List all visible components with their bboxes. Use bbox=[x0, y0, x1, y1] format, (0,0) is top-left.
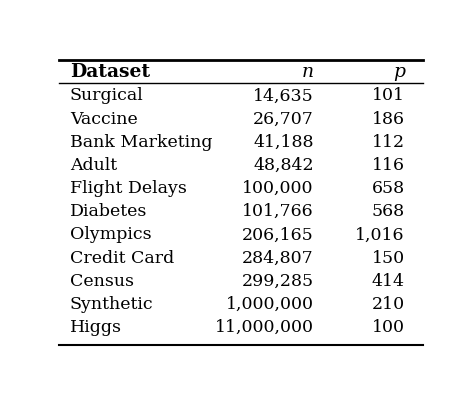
Text: 100: 100 bbox=[372, 319, 405, 336]
Text: 11,000,000: 11,000,000 bbox=[215, 319, 314, 336]
Text: 26,707: 26,707 bbox=[253, 111, 314, 128]
Text: 150: 150 bbox=[372, 250, 405, 267]
Text: Synthetic: Synthetic bbox=[70, 296, 153, 313]
Text: 658: 658 bbox=[372, 180, 405, 197]
Text: Surgical: Surgical bbox=[70, 88, 143, 104]
Text: Olympics: Olympics bbox=[70, 226, 151, 244]
Text: Adult: Adult bbox=[70, 157, 117, 174]
Text: 1,000,000: 1,000,000 bbox=[226, 296, 314, 313]
Text: 112: 112 bbox=[372, 134, 405, 151]
Text: 284,807: 284,807 bbox=[242, 250, 314, 267]
Text: 299,285: 299,285 bbox=[242, 273, 314, 290]
Text: Census: Census bbox=[70, 273, 133, 290]
Text: 206,165: 206,165 bbox=[242, 226, 314, 244]
Text: 41,188: 41,188 bbox=[253, 134, 314, 151]
Text: 48,842: 48,842 bbox=[253, 157, 314, 174]
Text: 116: 116 bbox=[372, 157, 405, 174]
Text: 414: 414 bbox=[372, 273, 405, 290]
Text: 101: 101 bbox=[372, 88, 405, 104]
Text: 100,000: 100,000 bbox=[242, 180, 314, 197]
Text: 568: 568 bbox=[372, 203, 405, 220]
Text: Bank Marketing: Bank Marketing bbox=[70, 134, 212, 151]
Text: Vaccine: Vaccine bbox=[70, 111, 137, 128]
Text: n: n bbox=[302, 63, 314, 81]
Text: p: p bbox=[393, 63, 405, 81]
Text: 101,766: 101,766 bbox=[242, 203, 314, 220]
Text: Flight Delays: Flight Delays bbox=[70, 180, 187, 197]
Text: Higgs: Higgs bbox=[70, 319, 122, 336]
Text: 210: 210 bbox=[372, 296, 405, 313]
Text: Credit Card: Credit Card bbox=[70, 250, 174, 267]
Text: Diabetes: Diabetes bbox=[70, 203, 147, 220]
Text: 186: 186 bbox=[372, 111, 405, 128]
Text: 1,016: 1,016 bbox=[355, 226, 405, 244]
Text: Dataset: Dataset bbox=[70, 63, 150, 81]
Text: 14,635: 14,635 bbox=[253, 88, 314, 104]
